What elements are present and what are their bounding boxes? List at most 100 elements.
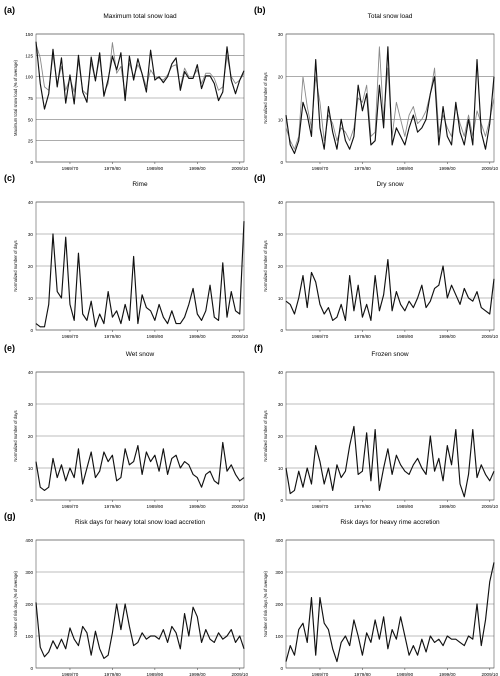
plot-area bbox=[285, 201, 495, 331]
y-tick-label: 10 bbox=[28, 466, 34, 471]
y-tick-label: 30 bbox=[278, 32, 284, 37]
panel-letter: (b) bbox=[254, 5, 266, 15]
plot-area bbox=[35, 33, 245, 163]
panel-title: Wet snow bbox=[126, 351, 155, 358]
x-tick-label: 1989/90 bbox=[147, 334, 164, 339]
y-tick-label: 100 bbox=[275, 634, 283, 639]
x-tick-label: 2009/10 bbox=[231, 334, 248, 339]
y-tick-label: 0 bbox=[30, 160, 33, 165]
y-axis-label: Normalized number of days bbox=[263, 72, 268, 123]
y-axis-label: Normalized number of days bbox=[263, 240, 268, 291]
y-tick-label: 300 bbox=[275, 570, 283, 575]
y-tick-label: 30 bbox=[28, 232, 34, 237]
y-tick-label: 40 bbox=[28, 200, 34, 205]
panel-c: (c) Rime 0 10 20 30 40 Normalized number of day… bbox=[4, 173, 249, 339]
panel-letter: (e) bbox=[4, 343, 15, 353]
x-tick-label: 1979/80 bbox=[354, 166, 371, 171]
y-tick-label: 40 bbox=[278, 200, 284, 205]
x-tick-label: 2009/10 bbox=[231, 672, 248, 676]
y-tick-label: 0 bbox=[30, 328, 33, 333]
x-tick-label: 1989/90 bbox=[147, 166, 164, 171]
panel-title: Dry snow bbox=[376, 181, 403, 188]
x-tick-label: 1999/00 bbox=[439, 504, 456, 509]
y-tick-label: 20 bbox=[278, 434, 284, 439]
x-tick-label: 1969/70 bbox=[312, 504, 329, 509]
y-tick-label: 20 bbox=[28, 264, 34, 269]
y-tick-label: 10 bbox=[278, 466, 284, 471]
x-tick-label: 2009/10 bbox=[481, 166, 498, 171]
y-tick-label: 0 bbox=[280, 328, 283, 333]
x-tick-label: 1979/80 bbox=[104, 334, 121, 339]
x-tick-label: 1989/90 bbox=[397, 504, 414, 509]
panel-title: Rime bbox=[132, 181, 148, 188]
x-tick-label: 1989/90 bbox=[147, 504, 164, 509]
y-tick-label: 100 bbox=[25, 634, 33, 639]
y-tick-label: 40 bbox=[28, 370, 34, 375]
x-tick-label: 1989/90 bbox=[397, 166, 414, 171]
y-tick-label: 200 bbox=[25, 602, 33, 607]
panel-letter: (d) bbox=[254, 173, 266, 183]
y-tick-label: 30 bbox=[278, 232, 284, 237]
y-tick-label: 100 bbox=[25, 75, 33, 80]
x-tick-label: 1999/00 bbox=[439, 334, 456, 339]
x-tick-label: 1999/00 bbox=[439, 672, 456, 676]
panel-f: (f) Frozen snow 0 10 20 30 40 Normalized number… bbox=[254, 343, 499, 509]
x-tick-label: 1979/80 bbox=[354, 672, 371, 676]
x-tick-label: 1969/70 bbox=[312, 672, 329, 676]
x-tick-label: 1999/00 bbox=[189, 672, 206, 676]
y-axis-label: Number of risk days (% of average) bbox=[263, 570, 268, 636]
series-line-primary bbox=[35, 602, 245, 659]
x-tick-label: 2009/10 bbox=[481, 672, 498, 676]
y-tick-label: 75 bbox=[28, 96, 34, 101]
panel-h: (h) Risk days for heavy rime accretion 0 10… bbox=[254, 511, 499, 676]
x-tick-label: 1979/80 bbox=[354, 504, 371, 509]
panel-letter: (f) bbox=[254, 343, 263, 353]
panel-letter: (c) bbox=[4, 173, 15, 183]
y-tick-label: 30 bbox=[278, 402, 284, 407]
y-tick-label: 20 bbox=[278, 75, 284, 80]
x-tick-label: 1979/80 bbox=[104, 672, 121, 676]
panel-title: Frozen snow bbox=[371, 351, 409, 358]
x-tick-label: 1969/70 bbox=[62, 672, 79, 676]
panel-title: Risk days for heavy total snow load accr… bbox=[75, 519, 205, 526]
y-axis-label: Normalized number of days bbox=[13, 240, 18, 291]
y-tick-label: 0 bbox=[30, 498, 33, 503]
y-tick-label: 400 bbox=[25, 538, 33, 543]
series-line-primary bbox=[285, 259, 495, 321]
series-line-primary bbox=[285, 562, 495, 663]
panel-e: (e) Wet snow 0 10 20 30 40 Normalized number of… bbox=[4, 343, 249, 509]
x-tick-label: 1969/70 bbox=[62, 166, 79, 171]
x-tick-label: 1969/70 bbox=[312, 334, 329, 339]
y-tick-label: 400 bbox=[275, 538, 283, 543]
y-tick-label: 150 bbox=[25, 32, 33, 37]
y-tick-label: 125 bbox=[25, 53, 33, 58]
series-line-primary bbox=[35, 221, 245, 328]
y-tick-label: 40 bbox=[278, 370, 284, 375]
y-tick-label: 20 bbox=[278, 264, 284, 269]
panel-title: Maximum total snow load bbox=[103, 13, 177, 20]
x-tick-label: 1989/90 bbox=[397, 334, 414, 339]
y-tick-label: 0 bbox=[280, 498, 283, 503]
panel-a: (a) Maximum total snow load 0 25 50 75 100 125 1… bbox=[4, 5, 249, 171]
y-tick-label: 200 bbox=[275, 602, 283, 607]
series-line-primary bbox=[35, 41, 245, 110]
y-tick-label: 20 bbox=[28, 434, 34, 439]
y-tick-label: 30 bbox=[28, 402, 34, 407]
panel-g: (g) Risk days for heavy total snow load a… bbox=[4, 511, 249, 676]
x-tick-label: 1979/80 bbox=[104, 166, 121, 171]
x-tick-label: 2009/10 bbox=[231, 166, 248, 171]
panel-b: (b) Total snow load 0 10 20 30 Normalized numb… bbox=[254, 5, 499, 171]
y-tick-label: 300 bbox=[25, 570, 33, 575]
x-tick-label: 1969/70 bbox=[62, 504, 79, 509]
series-line-primary bbox=[35, 441, 245, 491]
x-tick-label: 1979/80 bbox=[104, 504, 121, 509]
x-tick-label: 1999/00 bbox=[439, 166, 456, 171]
x-tick-label: 1989/90 bbox=[147, 672, 164, 676]
x-tick-label: 2009/10 bbox=[481, 334, 498, 339]
y-tick-label: 10 bbox=[278, 117, 284, 122]
panel-title: Risk days for heavy rime accretion bbox=[340, 519, 440, 526]
y-tick-label: 0 bbox=[30, 666, 33, 671]
plot-area bbox=[285, 371, 495, 501]
plot-area bbox=[35, 371, 245, 501]
y-axis-label: Maximum total snow load (% of average) bbox=[13, 59, 18, 135]
